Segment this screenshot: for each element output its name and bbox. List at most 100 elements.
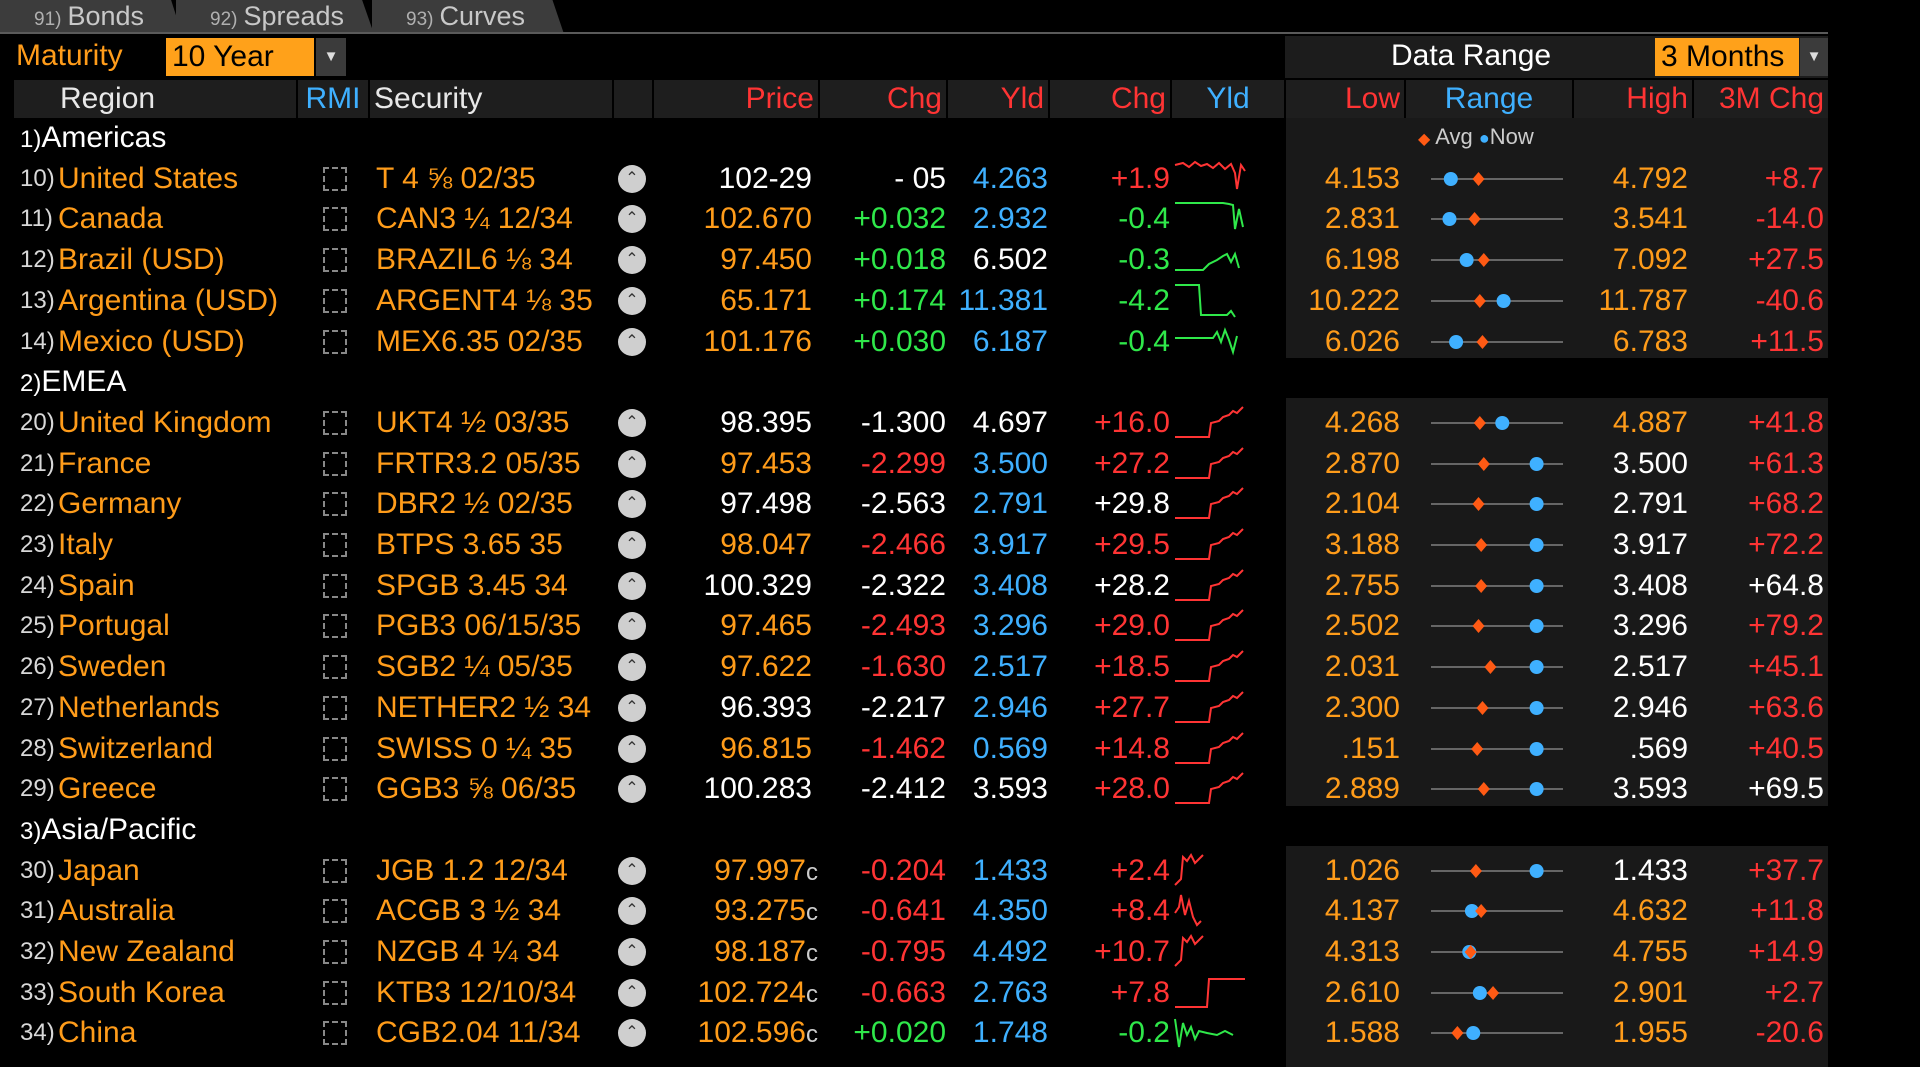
table-row[interactable]: 20) United Kingdom UKT4 ½ 03/35 ⌃ 98.395 -1.3… <box>0 403 1828 444</box>
table-row[interactable]: 33) South Korea KTB3 12/10/34 ⌃ 102.724c -0.6… <box>0 973 1828 1014</box>
security-ticker[interactable]: GGB3 ⅝ 06/35 <box>376 772 577 806</box>
group-header-americas[interactable]: 1)Americas <box>0 118 1285 158</box>
rmi-checkbox[interactable] <box>323 492 347 517</box>
security-ticker[interactable]: SPGB 3.45 34 <box>376 568 568 602</box>
graph-icon[interactable]: ⌃ <box>618 653 646 682</box>
rmi-checkbox[interactable] <box>323 614 347 639</box>
rmi-checkbox[interactable] <box>323 207 347 232</box>
header-range[interactable]: Range <box>1406 80 1572 118</box>
table-row[interactable]: 31) Australia ACGB 3 ½ 34 ⌃ 93.275c -0.641 4.3… <box>0 891 1828 932</box>
table-row[interactable]: 11) Canada CAN3 ¼ 12/34 ⌃ 102.670 +0.032 2.932… <box>0 199 1828 240</box>
graph-icon[interactable]: ⌃ <box>618 571 646 600</box>
security-ticker[interactable]: PGB3 06/15/35 <box>376 609 582 643</box>
tab-spreads[interactable]: 92) Spreads <box>176 0 374 34</box>
region-name[interactable]: Argentina (USD) <box>58 283 279 317</box>
table-row[interactable]: 28) Switzerland SWISS 0 ¼ 35 ⌃ 96.815 -1.462 0… <box>0 729 1828 770</box>
table-row[interactable]: 14) Mexico (USD) MEX6.35 02/35 ⌃ 101.176 +0.0… <box>0 322 1828 363</box>
region-name[interactable]: New Zealand <box>58 935 235 968</box>
security-ticker[interactable]: UKT4 ½ 03/35 <box>376 405 570 439</box>
tab-curves[interactable]: 93) Curves <box>372 0 564 34</box>
table-row[interactable]: 26) Sweden SGB2 ¼ 05/35 ⌃ 97.622 -1.630 2.517 +… <box>0 647 1828 688</box>
header-price[interactable]: Price <box>654 80 818 118</box>
region-name[interactable]: Greece <box>58 772 157 806</box>
security-ticker[interactable]: T 4 ⅝ 02/35 <box>376 161 536 195</box>
tab-bonds[interactable]: 91) Bonds <box>0 0 182 34</box>
header-yld-chg[interactable]: Chg <box>1050 80 1170 118</box>
security-ticker[interactable]: FRTR3.2 05/35 <box>376 446 581 480</box>
rmi-checkbox[interactable] <box>323 940 347 964</box>
rmi-checkbox[interactable] <box>323 288 347 313</box>
graph-icon[interactable]: ⌃ <box>618 449 646 478</box>
security-ticker[interactable]: BTPS 3.65 35 <box>376 528 563 561</box>
header-region[interactable]: Region <box>14 80 296 118</box>
security-ticker[interactable]: ARGENT4 ⅛ 35 <box>376 283 593 317</box>
table-row[interactable]: 13) Argentina (USD) ARGENT4 ⅛ 35 ⌃ 65.171 +0.… <box>0 281 1828 322</box>
table-row[interactable]: 22) Germany DBR2 ½ 02/35 ⌃ 97.498 -2.563 2.791… <box>0 484 1828 525</box>
graph-icon[interactable]: ⌃ <box>618 978 646 1007</box>
table-row[interactable]: 32) New Zealand NZGB 4 ¼ 34 ⌃ 98.187c -0.795 4… <box>0 932 1828 973</box>
rmi-checkbox[interactable] <box>323 980 347 1005</box>
header-low[interactable]: Low <box>1286 80 1404 118</box>
rmi-checkbox[interactable] <box>323 777 347 802</box>
security-ticker[interactable]: NZGB 4 ¼ 34 <box>376 935 560 968</box>
rmi-checkbox[interactable] <box>323 695 347 720</box>
security-ticker[interactable]: ACGB 3 ½ 34 <box>376 894 562 928</box>
rmi-checkbox[interactable] <box>323 329 347 354</box>
header-yld[interactable]: Yld <box>948 80 1048 118</box>
rmi-checkbox[interactable] <box>323 1021 347 1046</box>
rmi-checkbox[interactable] <box>323 899 347 924</box>
group-header-emea[interactable]: 2)EMEA <box>0 362 1285 402</box>
header-yld-spark[interactable]: Yld <box>1172 80 1284 118</box>
table-row[interactable]: 24) Spain SPGB 3.45 34 ⌃ 100.329 -2.322 3.408 +… <box>0 566 1828 607</box>
maturity-dropdown[interactable]: 10 Year <box>166 38 314 76</box>
header-rmi[interactable]: RMI <box>298 80 368 118</box>
region-name[interactable]: Switzerland <box>58 731 214 765</box>
table-row[interactable]: 10) United States T 4 ⅝ 02/35 ⌃ 102-29 - 05 4.… <box>0 159 1828 200</box>
graph-icon[interactable]: ⌃ <box>618 734 646 763</box>
region-name[interactable]: France <box>58 446 152 480</box>
graph-icon[interactable]: ⌃ <box>618 205 646 234</box>
table-row[interactable]: 27) Netherlands NETHER2 ½ 34 ⌃ 96.393 -2.217 2… <box>0 688 1828 729</box>
region-name[interactable]: Canada <box>58 202 164 236</box>
graph-icon[interactable]: ⌃ <box>618 164 646 193</box>
table-row[interactable]: 29) Greece GGB3 ⅝ 06/35 ⌃ 100.283 -2.412 3.593… <box>0 769 1828 810</box>
region-name[interactable]: Mexico (USD) <box>58 324 245 358</box>
table-row[interactable]: 25) Portugal PGB3 06/15/35 ⌃ 97.465 -2.493 3.2… <box>0 606 1828 647</box>
rmi-checkbox[interactable] <box>323 736 347 761</box>
rmi-checkbox[interactable] <box>323 410 347 435</box>
security-ticker[interactable]: SWISS 0 ¼ 35 <box>376 731 573 765</box>
caret-down-icon[interactable]: ▼ <box>1800 38 1828 76</box>
table-row[interactable]: 12) Brazil (USD) BRAZIL6 ⅛ 34 ⌃ 97.450 +0.018… <box>0 240 1828 281</box>
graph-icon[interactable]: ⌃ <box>618 775 646 804</box>
region-name[interactable]: Germany <box>58 487 182 521</box>
region-name[interactable]: South Korea <box>58 975 225 1009</box>
group-header-asia-pacific[interactable]: 3)Asia/Pacific <box>0 810 1285 850</box>
region-name[interactable]: United Kingdom <box>58 405 272 439</box>
rmi-checkbox[interactable] <box>323 166 347 191</box>
rmi-checkbox[interactable] <box>323 858 347 883</box>
graph-icon[interactable]: ⌃ <box>618 1019 646 1048</box>
graph-icon[interactable]: ⌃ <box>618 938 646 966</box>
rmi-checkbox[interactable] <box>323 573 347 598</box>
graph-icon[interactable]: ⌃ <box>618 490 646 519</box>
header-high[interactable]: High <box>1574 80 1692 118</box>
security-ticker[interactable]: KTB3 12/10/34 <box>376 975 577 1009</box>
table-row[interactable]: 21) France FRTR3.2 05/35 ⌃ 97.453 -2.299 3.500… <box>0 444 1828 485</box>
graph-icon[interactable]: ⌃ <box>618 612 646 641</box>
graph-icon[interactable]: ⌃ <box>618 327 646 356</box>
region-name[interactable]: China <box>58 1016 137 1050</box>
security-ticker[interactable]: JGB 1.2 12/34 <box>376 853 568 887</box>
security-ticker[interactable]: NETHER2 ½ 34 <box>376 690 592 724</box>
header-chg[interactable]: Chg <box>820 80 946 118</box>
region-name[interactable]: Sweden <box>58 650 167 684</box>
region-name[interactable]: Japan <box>58 853 140 887</box>
graph-icon[interactable]: ⌃ <box>618 531 646 559</box>
graph-icon[interactable]: ⌃ <box>618 693 646 722</box>
region-name[interactable]: United States <box>58 161 239 195</box>
security-ticker[interactable]: CGB2.04 11/34 <box>376 1016 581 1050</box>
table-row[interactable]: 30) Japan JGB 1.2 12/34 ⌃ 97.997c -0.204 1.433… <box>0 851 1828 892</box>
region-name[interactable]: Netherlands <box>58 690 220 724</box>
security-ticker[interactable]: BRAZIL6 ⅛ 34 <box>376 243 573 277</box>
region-name[interactable]: Australia <box>58 894 175 928</box>
data-range-dropdown[interactable]: 3 Months <box>1655 38 1799 76</box>
